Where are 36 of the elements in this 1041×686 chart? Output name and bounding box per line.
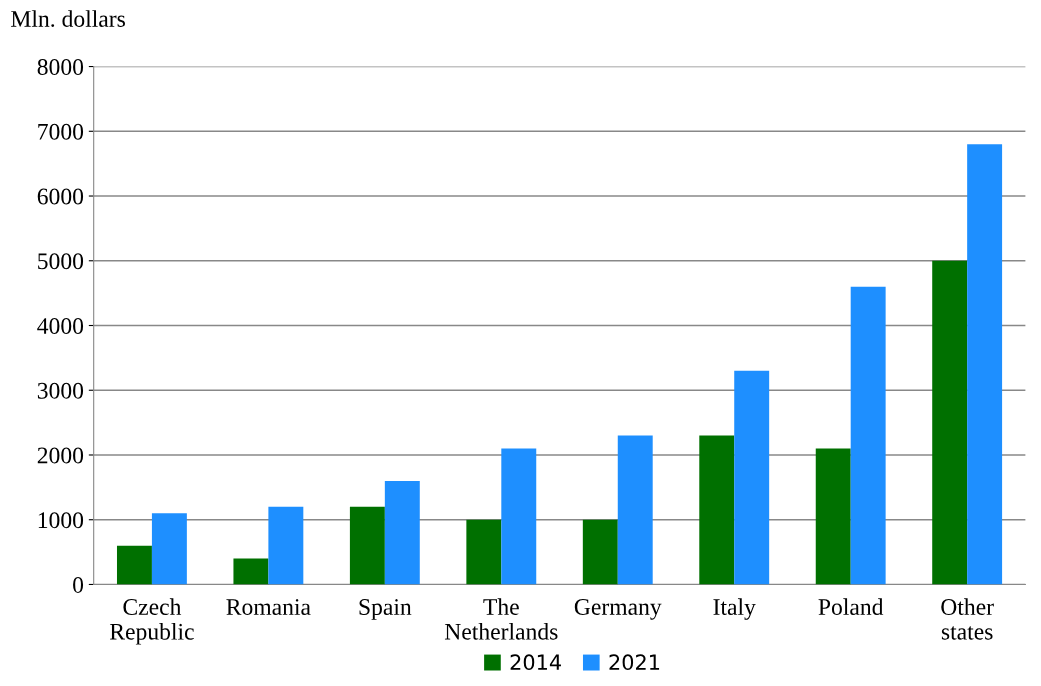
- x-tick-label: The Netherlands: [444, 598, 558, 640]
- y-tick-label: 5000: [38, 253, 84, 270]
- bar: [151, 513, 187, 585]
- y-tick-label: 4000: [37, 318, 84, 334]
- bar: [116, 545, 152, 585]
- y-tick-label: 6000: [37, 188, 84, 205]
- x-tick-label: Spain: [359, 599, 412, 620]
- bar: [501, 448, 537, 585]
- legend-label: 2014: [510, 654, 561, 671]
- bar: [384, 480, 420, 585]
- bar: [815, 448, 851, 585]
- x-tick-label: Germany: [574, 599, 662, 620]
- bar: [850, 286, 886, 585]
- bar: [582, 519, 618, 585]
- y-tick-label: 3000: [37, 382, 84, 399]
- bar: [233, 558, 269, 585]
- y-tick-label: 1000: [38, 512, 84, 529]
- bar: [734, 370, 770, 585]
- bar: [466, 519, 502, 585]
- x-tick-label: Poland: [818, 598, 884, 615]
- x-tick-label: Other states: [941, 598, 994, 640]
- bar: [349, 506, 385, 585]
- bar: [967, 144, 1003, 585]
- x-tick-label: Italy: [713, 598, 756, 620]
- y-axis-title: Mln. dollars: [11, 10, 125, 28]
- bar: [268, 506, 304, 585]
- y-tick-label: 0: [73, 576, 84, 593]
- bar: [617, 435, 653, 585]
- x-tick-label: Czech Republic: [109, 598, 194, 645]
- y-tick-label: 2000: [37, 447, 84, 464]
- bar: [699, 435, 735, 585]
- y-tick-label: 7000: [38, 123, 84, 140]
- legend-label: 2021: [609, 654, 660, 671]
- y-tick-label: 8000: [37, 59, 84, 75]
- bar: [932, 260, 968, 585]
- x-tick-label: Romania: [226, 599, 311, 615]
